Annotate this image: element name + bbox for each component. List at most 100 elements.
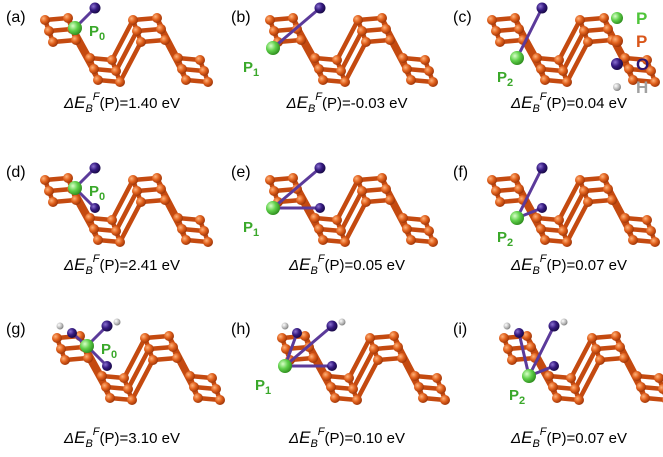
p-atom bbox=[152, 13, 162, 23]
p-atom bbox=[156, 184, 166, 194]
p-atom bbox=[640, 393, 650, 403]
p-atom bbox=[115, 77, 125, 87]
caption-text: (P)=1.40 eV bbox=[100, 95, 180, 112]
p-atom bbox=[40, 175, 50, 185]
p-atom bbox=[628, 235, 638, 245]
panel-label: (b) bbox=[231, 9, 251, 26]
o-atom bbox=[90, 3, 101, 14]
p-atom bbox=[332, 55, 342, 65]
p-atom bbox=[510, 173, 520, 183]
p-atom bbox=[181, 75, 191, 85]
p-atom bbox=[123, 384, 133, 394]
p-atom bbox=[203, 237, 213, 247]
p-atom bbox=[115, 237, 125, 247]
p-atom bbox=[491, 186, 501, 196]
p-atom bbox=[611, 331, 621, 341]
o-atom bbox=[514, 328, 524, 338]
p-atom bbox=[177, 64, 187, 74]
p-atom bbox=[132, 26, 142, 36]
caption-sub: B bbox=[310, 438, 317, 450]
p-atom bbox=[552, 393, 562, 403]
p-atom bbox=[330, 393, 340, 403]
p-atom bbox=[132, 186, 142, 196]
o-atom bbox=[549, 321, 560, 332]
caption-delta: Δ bbox=[510, 430, 521, 447]
p-atom bbox=[318, 235, 328, 245]
p-atom bbox=[296, 195, 306, 205]
p-atom bbox=[591, 344, 601, 354]
p-atom bbox=[177, 224, 187, 234]
p-atom bbox=[536, 224, 546, 234]
panel: (f) P2 ΔEBF(P)=0.07 eV bbox=[453, 163, 660, 278]
site-symbol: P bbox=[509, 387, 519, 404]
o-atom bbox=[327, 321, 338, 332]
site-label: P2 bbox=[497, 69, 513, 89]
p-atom bbox=[193, 393, 203, 403]
caption-symbol: E bbox=[299, 255, 311, 274]
o-atom bbox=[90, 163, 101, 174]
site-label: P2 bbox=[497, 229, 513, 249]
caption: ΔEBF(P)=3.10 eV bbox=[63, 426, 180, 450]
p-atom bbox=[532, 53, 542, 63]
site-symbol: P bbox=[101, 341, 111, 358]
p-atom bbox=[381, 184, 391, 194]
p-atom bbox=[336, 66, 346, 76]
site-symbol: P bbox=[243, 59, 253, 76]
site-subscript: 0 bbox=[99, 31, 105, 43]
p-atom bbox=[636, 382, 646, 392]
p-atom bbox=[352, 395, 362, 405]
panel-label: (d) bbox=[6, 164, 26, 181]
p-atom bbox=[397, 353, 407, 363]
p-atom bbox=[136, 37, 146, 47]
p-atom bbox=[402, 64, 412, 74]
p-atom bbox=[310, 53, 320, 63]
legend-symbol bbox=[613, 83, 621, 91]
p-atom bbox=[128, 15, 138, 25]
caption-delta: Δ bbox=[286, 95, 297, 112]
site-subscript: 2 bbox=[507, 77, 513, 89]
caption: ΔEBF(P)=2.41 eV bbox=[63, 253, 180, 277]
caption-text: (P)=0.04 eV bbox=[547, 95, 627, 112]
p-atom bbox=[646, 226, 656, 236]
p-atom bbox=[93, 75, 103, 85]
o-atom bbox=[315, 3, 326, 14]
p-atom bbox=[532, 213, 542, 223]
p-atom bbox=[650, 77, 660, 87]
p-atom bbox=[185, 371, 195, 381]
p-atom bbox=[599, 173, 609, 183]
p-atom bbox=[357, 26, 367, 36]
p-atom bbox=[97, 371, 107, 381]
caption-delta: Δ bbox=[510, 257, 521, 274]
panel-label: (f) bbox=[453, 164, 468, 181]
p-atom bbox=[487, 175, 497, 185]
p-atom bbox=[432, 373, 442, 383]
p-atom bbox=[353, 175, 363, 185]
p-atom bbox=[642, 215, 652, 225]
p-atom bbox=[369, 344, 379, 354]
p-atom bbox=[377, 173, 387, 183]
p-atom bbox=[398, 53, 408, 63]
p-atom bbox=[107, 55, 117, 65]
p-atom bbox=[89, 64, 99, 74]
p-atom bbox=[144, 344, 154, 354]
p-atom bbox=[314, 64, 324, 74]
p-atom bbox=[514, 184, 524, 194]
o-atom bbox=[90, 203, 100, 213]
p-atom bbox=[603, 184, 613, 194]
dopant-atom bbox=[266, 201, 280, 215]
p-atom bbox=[558, 66, 568, 76]
caption-text: (P)=0.05 eV bbox=[325, 257, 405, 274]
p-atom bbox=[507, 355, 517, 365]
p-atom bbox=[624, 224, 634, 234]
site-label: P0 bbox=[89, 23, 105, 43]
p-atom bbox=[361, 197, 371, 207]
caption: ΔEBF(P)=0.07 eV bbox=[510, 253, 627, 277]
p-atom bbox=[71, 195, 81, 205]
site-subscript: 1 bbox=[253, 67, 259, 79]
p-atom bbox=[393, 342, 403, 352]
p-atom bbox=[574, 395, 584, 405]
o-atom bbox=[327, 361, 337, 371]
p-atom bbox=[140, 333, 150, 343]
p-atom bbox=[203, 77, 213, 87]
